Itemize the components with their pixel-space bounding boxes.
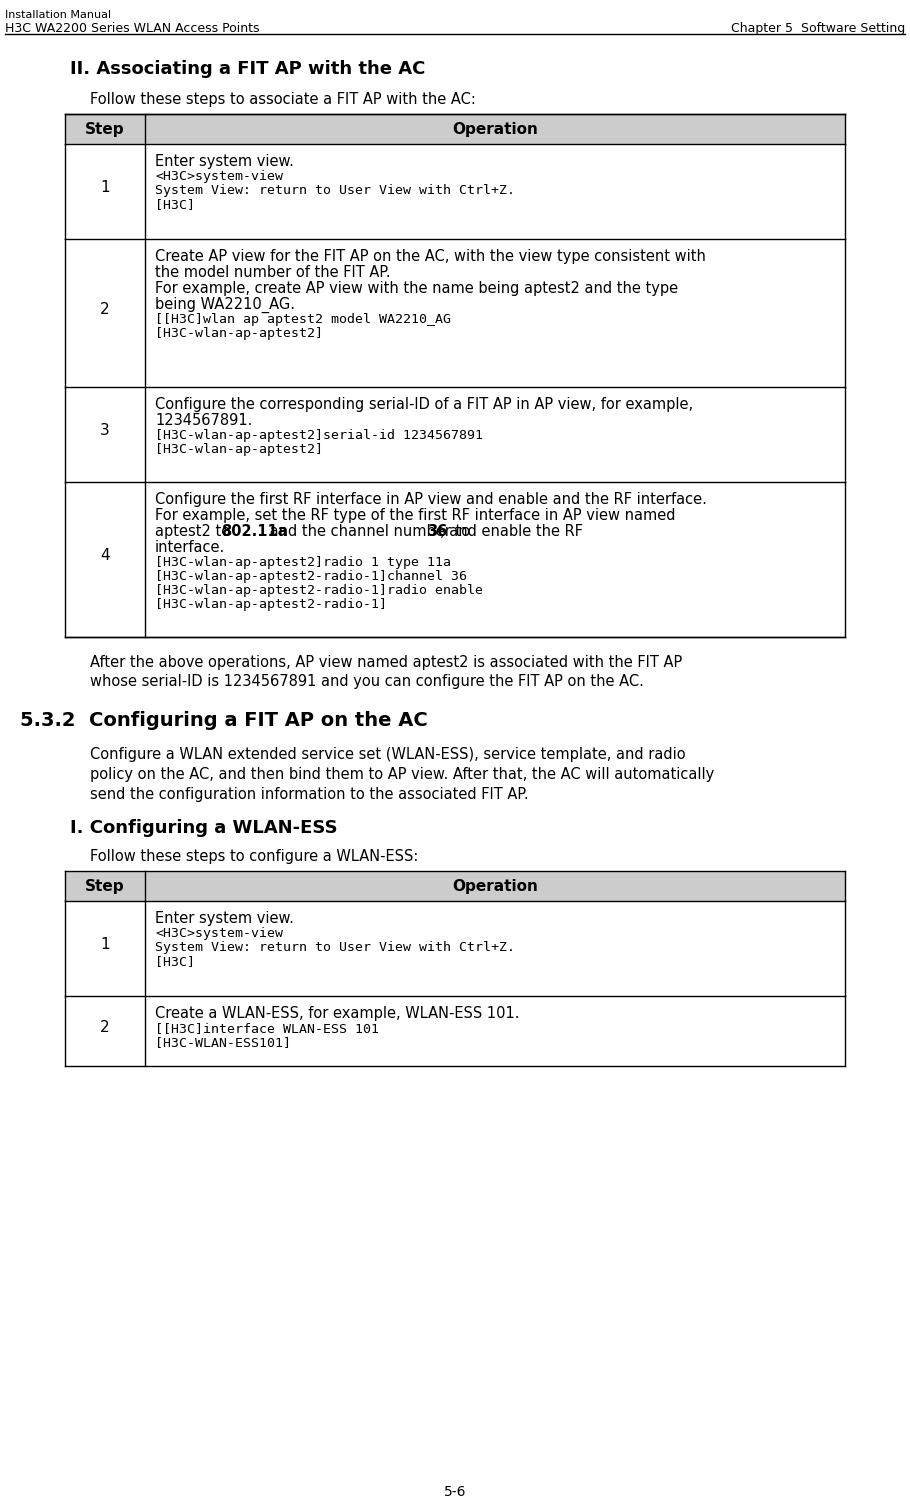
Text: Configure a WLAN extended service set (WLAN-ESS), service template, and radio: Configure a WLAN extended service set (W…	[90, 747, 685, 763]
Text: Enter system view.: Enter system view.	[155, 154, 294, 169]
Text: [H3C-WLAN-ESS101]: [H3C-WLAN-ESS101]	[155, 1036, 291, 1049]
Text: 2: 2	[100, 302, 110, 317]
Text: [H3C-wlan-ap-aptest2-radio-1]radio enable: [H3C-wlan-ap-aptest2-radio-1]radio enabl…	[155, 584, 483, 596]
Text: 3: 3	[100, 423, 110, 438]
Text: System View: return to User View with Ctrl+Z.: System View: return to User View with Ct…	[155, 184, 515, 196]
Text: 4: 4	[100, 548, 110, 563]
Text: Create a WLAN-ESS, for example, WLAN-ESS 101.: Create a WLAN-ESS, for example, WLAN-ESS…	[155, 1006, 520, 1021]
Text: being WA2210_AG.: being WA2210_AG.	[155, 297, 295, 313]
Text: send the configuration information to the associated FIT AP.: send the configuration information to th…	[90, 787, 529, 802]
Text: whose serial-ID is 1234567891 and you can configure the FIT AP on the AC.: whose serial-ID is 1234567891 and you ca…	[90, 673, 644, 689]
Text: [[H3C]interface WLAN-ESS 101: [[H3C]interface WLAN-ESS 101	[155, 1022, 379, 1034]
Text: 1: 1	[100, 938, 110, 951]
Text: For example, set the RF type of the first RF interface in AP view named: For example, set the RF type of the firs…	[155, 507, 675, 522]
Text: 5.3.2  Configuring a FIT AP on the AC: 5.3.2 Configuring a FIT AP on the AC	[20, 711, 428, 729]
Text: [H3C-wlan-ap-aptest2]radio 1 type 11a: [H3C-wlan-ap-aptest2]radio 1 type 11a	[155, 556, 451, 569]
Text: Follow these steps to configure a WLAN-ESS:: Follow these steps to configure a WLAN-E…	[90, 849, 419, 864]
Text: [H3C-wlan-ap-aptest2]: [H3C-wlan-ap-aptest2]	[155, 442, 323, 456]
Text: 5-6: 5-6	[444, 1484, 466, 1499]
Text: H3C WA2200 Series WLAN Access Points: H3C WA2200 Series WLAN Access Points	[5, 23, 259, 35]
Bar	[65, 871, 845, 901]
Text: Installation Manual: Installation Manual	[5, 11, 111, 20]
Text: and the channel number to: and the channel number to	[265, 524, 475, 539]
Text: the model number of the FIT AP.: the model number of the FIT AP.	[155, 264, 390, 279]
Text: [H3C-wlan-ap-aptest2-radio-1]channel 36: [H3C-wlan-ap-aptest2-radio-1]channel 36	[155, 569, 467, 583]
Text: 1: 1	[100, 180, 110, 195]
Text: [H3C]: [H3C]	[155, 954, 195, 968]
Text: Step: Step	[86, 122, 125, 137]
Bar	[65, 113, 845, 143]
Text: For example, create AP view with the name being aptest2 and the type: For example, create AP view with the nam…	[155, 281, 678, 296]
Text: Operation: Operation	[452, 879, 538, 894]
Text: <H3C>system-view: <H3C>system-view	[155, 927, 283, 941]
Text: Create AP view for the FIT AP on the AC, with the view type consistent with: Create AP view for the FIT AP on the AC,…	[155, 249, 706, 264]
Text: 1234567891.: 1234567891.	[155, 414, 252, 427]
Text: policy on the AC, and then bind them to AP view. After that, the AC will automat: policy on the AC, and then bind them to …	[90, 767, 714, 782]
Text: II. Associating a FIT AP with the AC: II. Associating a FIT AP with the AC	[70, 60, 425, 79]
Text: [H3C]: [H3C]	[155, 198, 195, 211]
Text: , and enable the RF: , and enable the RF	[440, 524, 582, 539]
Text: interface.: interface.	[155, 541, 226, 556]
Text: After the above operations, AP view named aptest2 is associated with the FIT AP: After the above operations, AP view name…	[90, 655, 682, 670]
Text: Configure the first RF interface in AP view and enable and the RF interface.: Configure the first RF interface in AP v…	[155, 492, 707, 507]
Text: [[H3C]wlan ap aptest2 model WA2210_AG: [[H3C]wlan ap aptest2 model WA2210_AG	[155, 313, 451, 326]
Text: I. Configuring a WLAN-ESS: I. Configuring a WLAN-ESS	[70, 818, 338, 837]
Text: Chapter 5  Software Setting: Chapter 5 Software Setting	[731, 23, 905, 35]
Text: Enter system view.: Enter system view.	[155, 911, 294, 926]
Text: [H3C-wlan-ap-aptest2-radio-1]: [H3C-wlan-ap-aptest2-radio-1]	[155, 598, 387, 612]
Text: aptest2 to: aptest2 to	[155, 524, 235, 539]
Text: Step: Step	[86, 879, 125, 894]
Text: 36: 36	[427, 524, 448, 539]
Text: System View: return to User View with Ctrl+Z.: System View: return to User View with Ct…	[155, 941, 515, 954]
Text: Follow these steps to associate a FIT AP with the AC:: Follow these steps to associate a FIT AP…	[90, 92, 476, 107]
Text: Configure the corresponding serial-ID of a FIT AP in AP view, for example,: Configure the corresponding serial-ID of…	[155, 397, 693, 412]
Text: Operation: Operation	[452, 122, 538, 137]
Text: 2: 2	[100, 1019, 110, 1034]
Text: <H3C>system-view: <H3C>system-view	[155, 171, 283, 183]
Text: [H3C-wlan-ap-aptest2]serial-id 1234567891: [H3C-wlan-ap-aptest2]serial-id 123456789…	[155, 429, 483, 442]
Text: [H3C-wlan-ap-aptest2]: [H3C-wlan-ap-aptest2]	[155, 328, 323, 340]
Text: 802.11a: 802.11a	[221, 524, 288, 539]
